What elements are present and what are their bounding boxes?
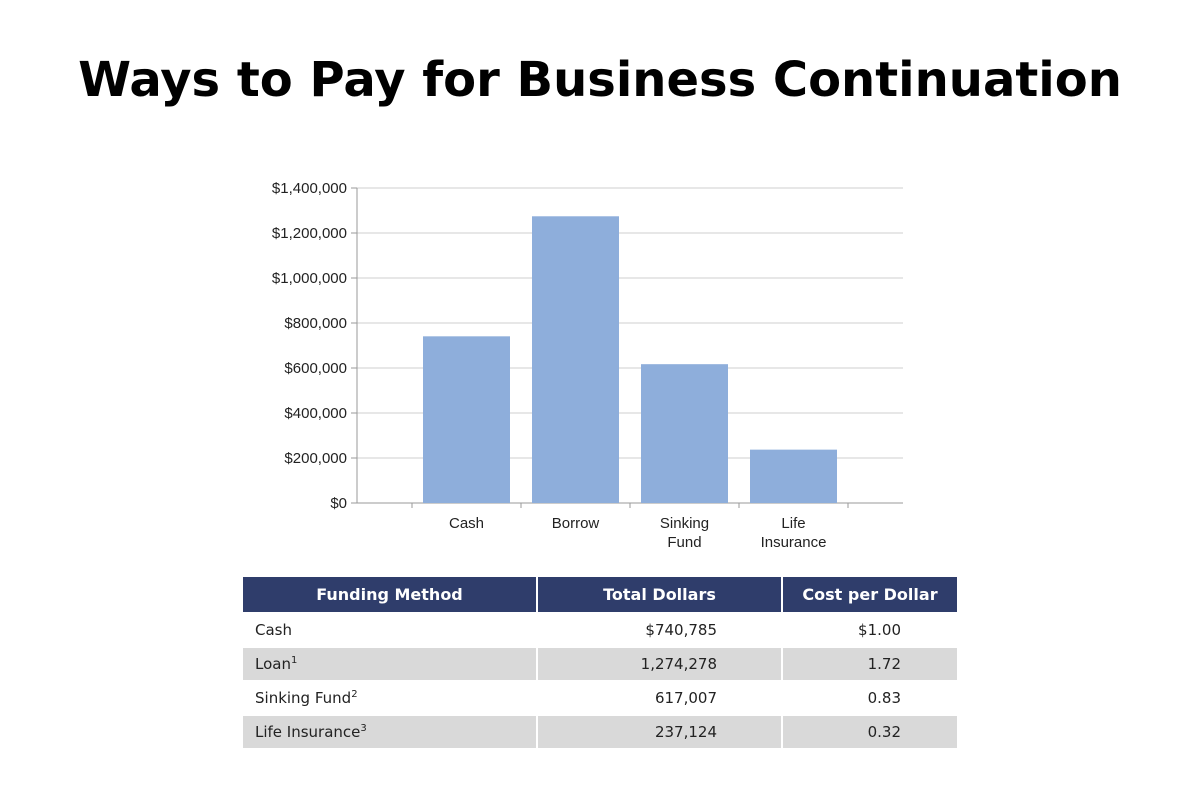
- y-tick-label: $1,200,000: [272, 225, 347, 242]
- footnote-marker: 2: [351, 689, 358, 700]
- x-tick-label: Sinking: [660, 515, 709, 532]
- y-tick-label: $400,000: [284, 405, 347, 422]
- cell-method: Sinking Fund2: [243, 680, 538, 714]
- cell-method: Loan1: [243, 646, 538, 680]
- cell-method: Life Insurance3: [243, 714, 538, 748]
- cell-cost: 0.32: [783, 714, 957, 748]
- footnote-marker: 3: [360, 723, 367, 734]
- y-tick-label: $0: [330, 495, 347, 512]
- table-row: Sinking Fund2 617,007 0.83: [243, 680, 957, 714]
- x-tick-label: Life: [781, 515, 805, 532]
- funding-table: Funding Method Total Dollars Cost per Do…: [243, 577, 957, 748]
- page-title: Ways to Pay for Business Continuation: [78, 52, 1122, 108]
- x-tick-label: Insurance: [761, 534, 827, 551]
- y-tick-label: $1,400,000: [272, 180, 347, 197]
- header-funding-method: Funding Method: [243, 577, 538, 612]
- bar-chart: $0 $200,000 $400,000 $600,000 $800,000 $1,000…: [272, 180, 903, 551]
- cell-cost: 0.83: [783, 680, 957, 714]
- cell-cost: $1.00: [783, 612, 957, 646]
- table-row: Life Insurance3 237,124 0.32: [243, 714, 957, 748]
- table-row: Cash $740,785 $1.00: [243, 612, 957, 646]
- method-label: Cash: [255, 621, 292, 639]
- bar: [750, 449, 837, 503]
- header-cost-per-dollar: Cost per Dollar: [783, 577, 957, 612]
- cell-total: $740,785: [538, 612, 783, 646]
- cell-total: 237,124: [538, 714, 783, 748]
- footnote-marker: 1: [290, 655, 298, 666]
- method-label: Life Insurance: [255, 723, 361, 741]
- cell-method: Cash: [243, 612, 538, 646]
- method-label: Sinking Fund: [255, 689, 352, 707]
- method-label: Loan: [255, 655, 291, 673]
- y-tick-label: $200,000: [284, 450, 347, 467]
- table-row: Loan1 1,274,278 1.72: [243, 646, 957, 680]
- y-tick-label: $600,000: [284, 360, 347, 377]
- cell-total: 617,007: [538, 680, 783, 714]
- table-header-row: Funding Method Total Dollars Cost per Do…: [243, 577, 957, 612]
- x-tick-label: Borrow: [552, 515, 600, 532]
- y-tick-label: $1,000,000: [272, 270, 347, 287]
- cell-total: 1,274,278: [538, 646, 783, 680]
- header-total-dollars: Total Dollars: [538, 577, 783, 612]
- x-tick-label: Cash: [449, 515, 484, 532]
- cell-cost: 1.72: [783, 646, 957, 680]
- x-tick-label: Fund: [667, 534, 701, 551]
- bar: [532, 216, 619, 503]
- bar: [641, 364, 728, 503]
- bar: [423, 336, 510, 503]
- y-tick-label: $800,000: [284, 315, 347, 332]
